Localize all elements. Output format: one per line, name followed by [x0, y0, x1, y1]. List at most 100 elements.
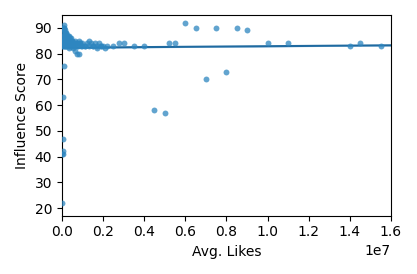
Point	[64, 39, 70, 43]
Point	[66, 46, 73, 51]
Point	[85, 44, 92, 48]
Point	[59, 39, 66, 43]
Point	[62, 41, 68, 45]
Point	[63, 33, 70, 38]
Point	[66, 44, 73, 48]
Point	[60, 41, 67, 45]
Point	[67, 39, 73, 43]
Point	[73, 41, 80, 45]
Point	[63, 33, 70, 38]
Point	[70, 46, 77, 51]
Point	[192, 26, 199, 30]
Point	[60, 152, 67, 156]
Point	[234, 26, 240, 30]
Point	[60, 149, 66, 154]
Point	[62, 41, 69, 45]
Point	[59, 44, 65, 48]
Point	[65, 44, 72, 48]
Point	[67, 44, 74, 48]
Point	[70, 41, 77, 45]
Point	[60, 41, 66, 45]
Point	[66, 36, 73, 40]
Point	[91, 41, 98, 45]
Point	[64, 39, 71, 43]
Point	[60, 26, 67, 30]
Point	[69, 39, 75, 43]
Point	[64, 33, 71, 38]
Point	[62, 44, 68, 48]
Point	[93, 46, 100, 51]
Point	[60, 41, 66, 45]
Point	[87, 41, 94, 45]
Point	[65, 33, 72, 38]
Point	[75, 44, 82, 48]
Point	[63, 39, 69, 43]
Point	[63, 36, 70, 40]
Point	[357, 41, 364, 45]
Point	[60, 41, 67, 45]
Point	[68, 41, 75, 45]
Point	[161, 111, 168, 115]
Point	[68, 36, 75, 40]
Point	[63, 39, 70, 43]
Point	[62, 36, 68, 40]
Point	[264, 41, 271, 45]
Point	[59, 95, 66, 99]
Point	[74, 44, 80, 48]
Point	[59, 152, 66, 156]
Point	[67, 41, 73, 45]
Point	[62, 33, 69, 38]
Point	[65, 41, 71, 45]
Point	[73, 41, 80, 45]
Point	[76, 39, 83, 43]
Point	[76, 52, 83, 56]
Point	[77, 41, 84, 45]
Point	[66, 41, 73, 45]
Point	[60, 39, 66, 43]
Point	[95, 41, 102, 45]
Point	[65, 36, 72, 40]
Point	[59, 41, 66, 45]
Point	[64, 44, 71, 48]
Point	[65, 41, 71, 45]
Point	[89, 44, 96, 48]
Point	[74, 52, 80, 56]
Point	[81, 44, 88, 48]
Point	[71, 44, 78, 48]
Point	[61, 26, 68, 30]
Point	[172, 41, 178, 45]
Point	[65, 44, 72, 48]
Point	[85, 39, 92, 43]
Point	[64, 41, 71, 45]
Point	[347, 44, 353, 48]
Point	[61, 31, 68, 35]
Point	[68, 39, 74, 43]
Point	[68, 44, 75, 48]
Point	[59, 41, 66, 45]
Point	[110, 44, 117, 48]
Point	[61, 33, 68, 38]
Point	[63, 44, 70, 48]
Point	[63, 36, 69, 40]
Point	[61, 39, 68, 43]
Y-axis label: Influence Score: Influence Score	[15, 62, 29, 169]
Point	[64, 36, 70, 40]
Point	[60, 39, 66, 43]
Point	[102, 46, 108, 51]
Point	[63, 41, 70, 45]
Point	[65, 44, 72, 48]
Point	[151, 108, 158, 112]
Point	[131, 44, 137, 48]
Point	[75, 41, 82, 45]
Point	[89, 44, 96, 48]
Point	[65, 39, 72, 43]
Point	[59, 136, 66, 141]
Point	[83, 41, 90, 45]
Point	[72, 49, 79, 53]
Point	[62, 33, 69, 38]
Point	[63, 44, 69, 48]
Point	[77, 41, 84, 45]
Point	[98, 44, 104, 48]
Point	[60, 39, 67, 43]
Point	[61, 44, 68, 48]
